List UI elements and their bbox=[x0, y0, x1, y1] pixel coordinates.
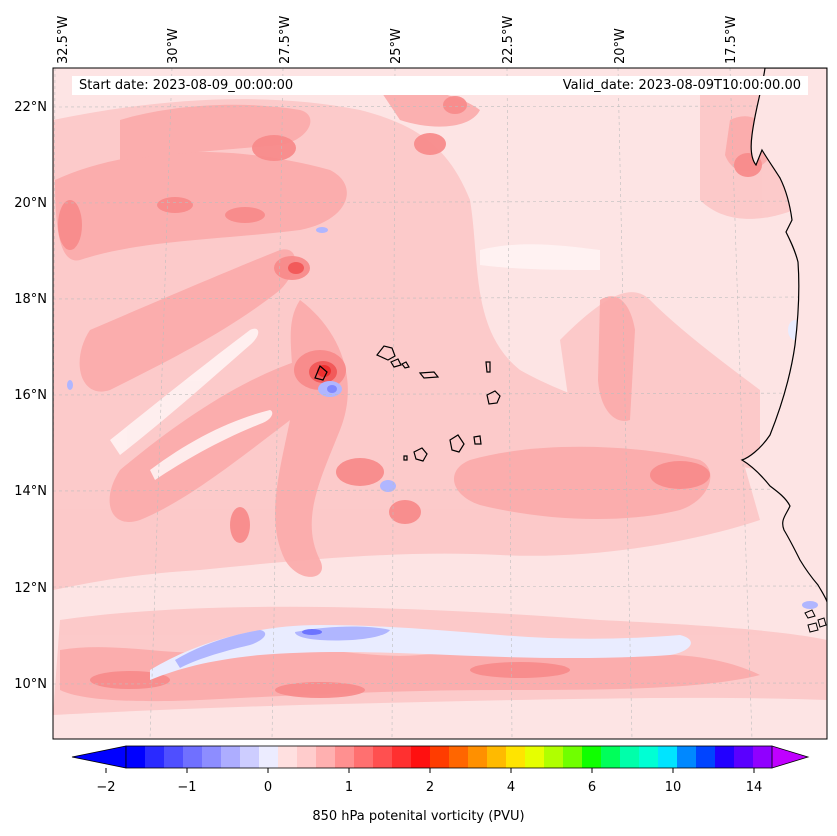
colorbar: −2 −1 0 1 2 4 6 10 14 bbox=[71, 745, 810, 795]
colorbar-swatch bbox=[202, 746, 222, 768]
colorbar-swatch bbox=[411, 746, 431, 768]
vorticity-negative bbox=[67, 227, 818, 680]
lat-label: 16°N bbox=[14, 388, 47, 403]
colorbar-swatch bbox=[240, 746, 260, 768]
colorbar-tick-labels: −2 −1 0 1 2 4 6 10 14 bbox=[96, 780, 762, 795]
top-axis: 32.5°W 30°W 27.5°W 25°W 22.5°W 20°W 17.5… bbox=[56, 16, 739, 64]
colorbar-extend-max bbox=[771, 745, 810, 769]
colorbar-swatch bbox=[316, 746, 336, 768]
cape-verde-islands bbox=[314, 345, 501, 462]
left-axis: 22°N 20°N 18°N 16°N 14°N 12°N 10°N bbox=[14, 100, 47, 692]
colorbar-tick-label: 1 bbox=[345, 780, 353, 795]
colorbar-swatch bbox=[563, 746, 583, 768]
colorbar-swatch bbox=[658, 746, 678, 768]
colorbar-tick-label: 4 bbox=[507, 780, 515, 795]
colorbar-swatch bbox=[449, 746, 469, 768]
colorbar-title: 850 hPa potenital vorticity (PVU) bbox=[312, 809, 525, 824]
colorbar-swatch bbox=[715, 746, 735, 768]
vorticity-field bbox=[53, 68, 827, 739]
vorticity-peak bbox=[288, 262, 337, 383]
colorbar-swatch bbox=[582, 746, 602, 768]
colorbar-tick-label: 10 bbox=[665, 780, 682, 795]
colorbar-swatch bbox=[544, 746, 564, 768]
colorbar-swatch bbox=[639, 746, 659, 768]
colorbar-swatch bbox=[468, 746, 488, 768]
colorbar-swatch bbox=[183, 746, 203, 768]
colorbar-tick-label: 6 bbox=[588, 780, 596, 795]
colorbar-swatch bbox=[677, 746, 697, 768]
colorbar-swatch bbox=[145, 746, 165, 768]
lat-label: 10°N bbox=[14, 677, 47, 692]
lon-label: 25°W bbox=[389, 28, 404, 64]
colorbar-swatch bbox=[373, 746, 393, 768]
colorbar-swatch bbox=[126, 746, 146, 768]
colorbar-swatch bbox=[734, 746, 754, 768]
lon-label: 20°W bbox=[613, 28, 628, 64]
colorbar-tick-label: −1 bbox=[177, 780, 196, 795]
graticule bbox=[53, 68, 827, 739]
colorbar-swatch bbox=[506, 746, 526, 768]
africa-coastline bbox=[740, 68, 827, 603]
colorbar-swatches bbox=[126, 746, 773, 768]
colorbar-swatch bbox=[164, 746, 184, 768]
colorbar-swatch bbox=[430, 746, 450, 768]
lat-label: 12°N bbox=[14, 581, 47, 596]
bissagos-islands bbox=[804, 609, 827, 633]
colorbar-tick-label: 14 bbox=[746, 780, 763, 795]
info-bar bbox=[72, 76, 808, 95]
lat-label: 18°N bbox=[14, 292, 47, 307]
colorbar-swatch bbox=[601, 746, 621, 768]
lon-label: 30°W bbox=[166, 28, 181, 64]
lon-label: 17.5°W bbox=[724, 16, 739, 64]
lon-label: 22.5°W bbox=[501, 16, 516, 64]
colorbar-swatch bbox=[221, 746, 241, 768]
colorbar-swatch bbox=[753, 746, 773, 768]
colorbar-swatch bbox=[278, 746, 298, 768]
map-border bbox=[52, 67, 828, 740]
colorbar-ticks bbox=[105, 768, 755, 773]
colorbar-extend-min bbox=[71, 745, 127, 769]
colorbar-outline bbox=[125, 745, 773, 769]
lat-label: 22°N bbox=[14, 100, 47, 115]
colorbar-swatch bbox=[335, 746, 355, 768]
colorbar-tick-label: 0 bbox=[264, 780, 272, 795]
lat-label: 20°N bbox=[14, 196, 47, 211]
colorbar-swatch bbox=[620, 746, 640, 768]
colorbar-tick-label: 2 bbox=[426, 780, 434, 795]
colorbar-swatch bbox=[354, 746, 374, 768]
start-date-label: Start date: 2023-08-09_00:00:00 bbox=[79, 78, 294, 93]
lon-label: 27.5°W bbox=[278, 16, 293, 64]
colorbar-swatch bbox=[297, 746, 317, 768]
vorticity-near-zero bbox=[110, 244, 600, 480]
colorbar-swatch bbox=[487, 746, 507, 768]
lat-label: 14°N bbox=[14, 484, 47, 499]
colorbar-swatch bbox=[392, 746, 412, 768]
lon-label: 32.5°W bbox=[56, 16, 71, 64]
colorbar-swatch bbox=[259, 746, 279, 768]
valid-date-label: Valid_date: 2023-08-09T10:00:00.00 bbox=[562, 78, 801, 93]
colorbar-tick-label: −2 bbox=[96, 780, 115, 795]
colorbar-swatch bbox=[525, 746, 545, 768]
colorbar-swatch bbox=[696, 746, 716, 768]
